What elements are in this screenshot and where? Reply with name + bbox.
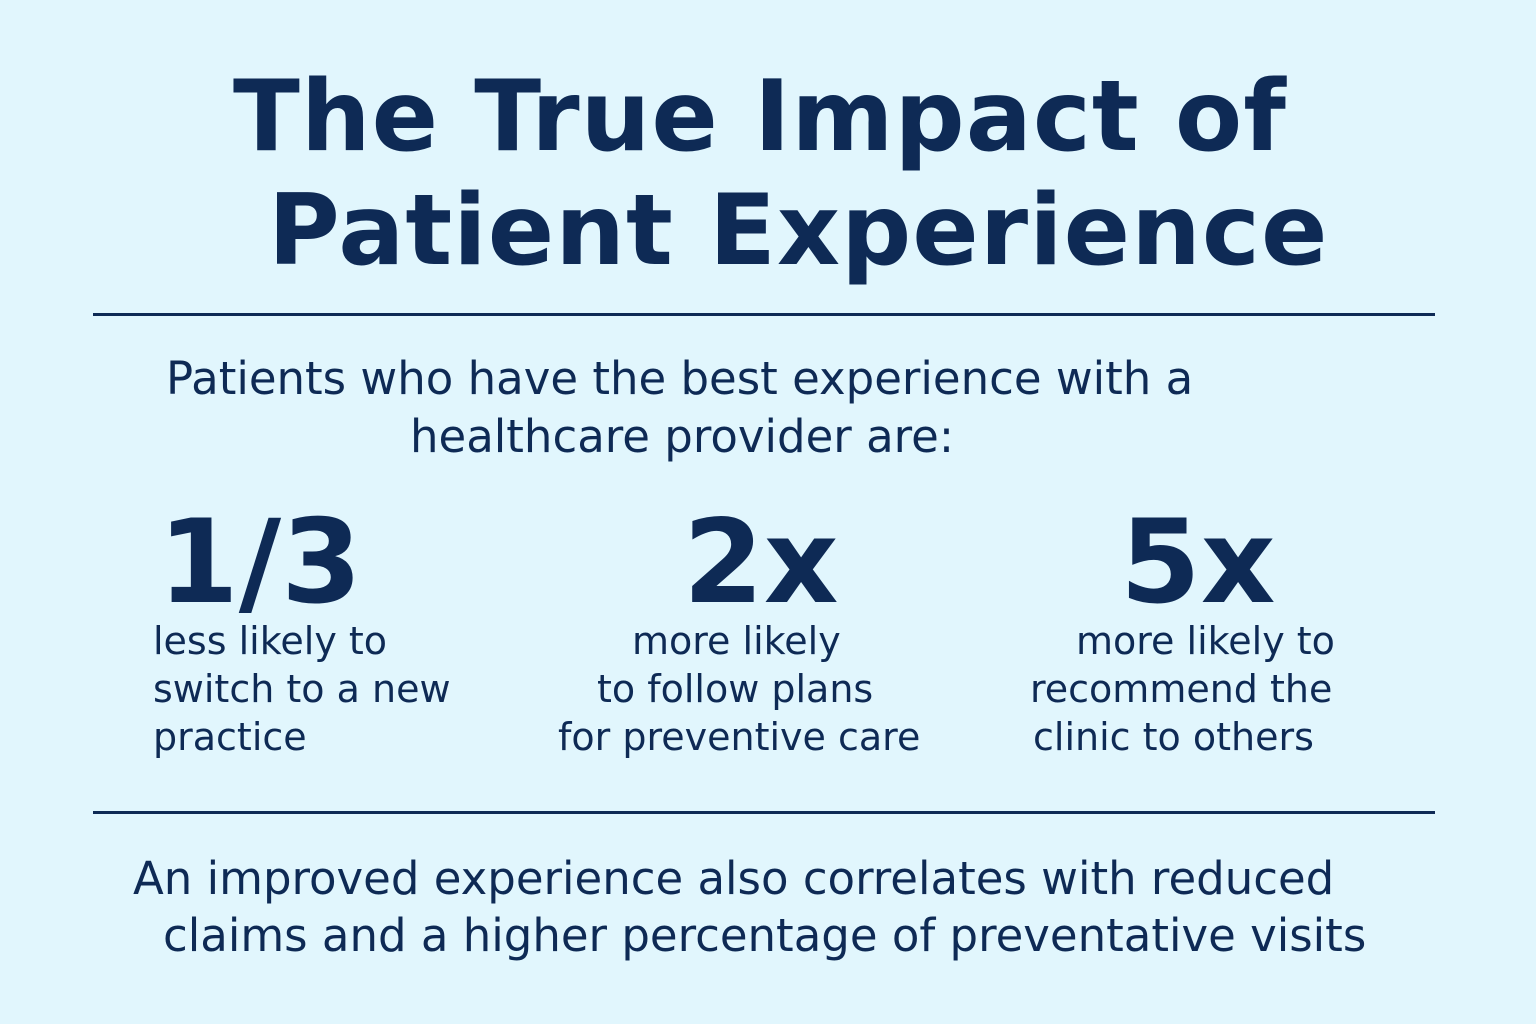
stat-description-line: more likely: [632, 619, 841, 663]
intro-line-2: healthcare provider are:: [410, 410, 954, 463]
stat-description-line: practice: [153, 715, 307, 759]
stat-description-line: more likely to: [1076, 619, 1335, 663]
bottom-divider: [93, 811, 1435, 814]
title-line-1: The True Impact of: [233, 60, 1287, 174]
stat-value: 2x: [683, 495, 839, 630]
title-line-2: Patient Experience: [268, 174, 1329, 288]
footer-line-1: An improved experience also correlates w…: [133, 852, 1335, 905]
stat-description-line: less likely to: [153, 619, 388, 663]
top-divider: [93, 313, 1435, 316]
stat-description-line: switch to a new: [153, 667, 451, 711]
stat-description-line: recommend the: [1030, 667, 1333, 711]
stat-value: 1/3: [158, 495, 362, 630]
stat-description-line: to follow plans: [597, 667, 874, 711]
stat-value: 5x: [1120, 495, 1276, 630]
intro-line-1: Patients who have the best experience wi…: [166, 352, 1194, 405]
stat-description-line: for preventive care: [558, 715, 921, 759]
stat-description-line: clinic to others: [1033, 715, 1314, 759]
footer-line-2: claims and a higher percentage of preven…: [163, 909, 1367, 962]
